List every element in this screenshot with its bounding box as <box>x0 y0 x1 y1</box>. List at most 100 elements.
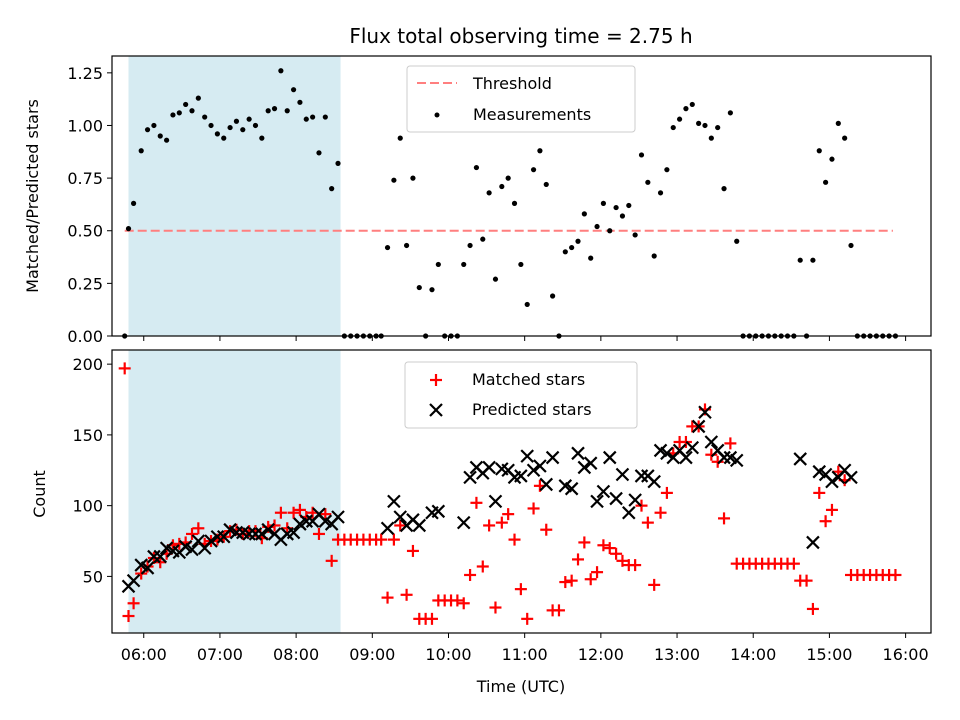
measurement-point <box>721 186 727 192</box>
x-tick-label: 15:00 <box>806 645 852 664</box>
measurement-point <box>683 106 689 112</box>
measurement-point <box>499 183 505 190</box>
matched-star-point <box>616 554 629 567</box>
matched-star-point <box>451 594 464 607</box>
matched-star-point <box>154 556 167 569</box>
predicted-star-point <box>153 549 168 564</box>
predicted-star-point <box>825 474 839 489</box>
measurement-point <box>518 261 524 268</box>
predicted-stars-series <box>121 405 858 594</box>
measurement-point <box>829 156 835 162</box>
predicted-star-point <box>412 518 427 533</box>
bottom-observing-interval-shade <box>128 350 341 633</box>
measurement-point <box>316 150 322 156</box>
y-tick-label: 1.25 <box>67 64 103 83</box>
measurement-point <box>607 228 613 234</box>
x-tick-label: 10:00 <box>425 645 471 664</box>
measurement-point <box>505 175 511 181</box>
matched-star-point <box>584 573 597 586</box>
measurement-point <box>278 68 284 74</box>
predicted-star-point <box>717 450 731 465</box>
predicted-star-point <box>685 440 700 455</box>
matched-star-point <box>185 527 198 540</box>
matched-star-point <box>540 523 553 536</box>
measurement-point <box>473 164 480 171</box>
predicted-star-point <box>704 435 719 449</box>
measurement-point <box>164 137 170 143</box>
measurement-point <box>252 122 259 129</box>
predicted-star-point <box>526 463 541 478</box>
measurement-point <box>537 148 543 154</box>
matched-star-point <box>508 533 521 546</box>
measurement-point <box>259 135 265 141</box>
measurement-point <box>290 87 297 93</box>
matched-star-point <box>629 559 642 572</box>
matched-star-point <box>400 588 413 601</box>
measurement-point <box>657 190 664 196</box>
measurement-point <box>227 124 233 131</box>
predicted-star-point <box>634 469 649 483</box>
predicted-star-point <box>299 514 314 528</box>
matched-star-point <box>572 553 585 566</box>
predicted-star-point <box>844 470 858 485</box>
measurement-point <box>696 120 702 126</box>
measurement-point <box>303 116 309 122</box>
predicted-star-point <box>698 405 712 420</box>
predicted-star-point <box>806 535 820 550</box>
matched-star-point <box>514 583 527 596</box>
measurement-point <box>702 122 708 129</box>
measurement-point <box>240 127 246 133</box>
matched-star-point <box>819 515 832 528</box>
top-panel: 0.00 0.25 0.50 0.75 1.00 1.25 Matched/Predict… <box>23 55 932 346</box>
matched-star-point <box>597 539 610 552</box>
y-tick-label: 0.25 <box>67 274 103 293</box>
measurement-point <box>727 110 733 116</box>
x-tick-label: 08:00 <box>273 645 319 664</box>
measurement-point <box>848 242 854 249</box>
measurement-point <box>734 238 740 244</box>
measurement-point <box>632 232 638 238</box>
predicted-star-point <box>602 450 617 465</box>
x-tick-label: 12:00 <box>578 645 624 664</box>
measurement-point <box>600 200 607 206</box>
measurement-point <box>715 124 721 131</box>
matched-star-point <box>711 455 724 468</box>
measurement-point <box>530 167 537 173</box>
measurement-point <box>594 223 600 230</box>
measurement-point <box>410 175 416 181</box>
matched-star-point <box>591 566 604 579</box>
matched-star-point <box>274 506 287 519</box>
top-y-ticks: 0.00 0.25 0.50 0.75 1.00 1.25 <box>67 64 112 346</box>
measurement-point <box>322 114 328 120</box>
matched-star-point <box>654 506 667 519</box>
predicted-star-point <box>622 505 636 520</box>
measurement-point <box>151 122 157 129</box>
predicted-star-point <box>691 419 706 434</box>
bottom-y-axis-label: Count <box>30 470 49 518</box>
matched-star-point <box>521 612 534 625</box>
predicted-star-point <box>647 474 661 489</box>
measurement-point <box>329 186 335 192</box>
x-axis-label: Time (UTC) <box>476 677 565 696</box>
matched-star-point <box>635 499 648 512</box>
predicted-star-point <box>204 534 218 548</box>
measurement-point <box>435 261 441 268</box>
measurement-point <box>492 276 499 282</box>
measurement-point <box>335 160 341 166</box>
measurement-point <box>284 108 290 114</box>
matched-star-point <box>483 519 496 532</box>
x-tick-label: 07:00 <box>197 645 243 664</box>
measurement-point <box>797 257 803 263</box>
measurement-point <box>183 101 189 108</box>
measurement-point <box>429 287 435 293</box>
y-tick-label: 100 <box>72 497 103 516</box>
top-legend-box <box>406 65 636 133</box>
predicted-star-point <box>660 446 674 461</box>
measurement-point <box>638 152 645 158</box>
predicted-star-point <box>482 460 496 475</box>
matched-star-point <box>559 576 572 589</box>
matched-star-point <box>464 568 477 581</box>
predicted-star-point <box>609 491 623 506</box>
measurement-point <box>689 101 695 108</box>
predicted-star-point <box>185 542 199 557</box>
